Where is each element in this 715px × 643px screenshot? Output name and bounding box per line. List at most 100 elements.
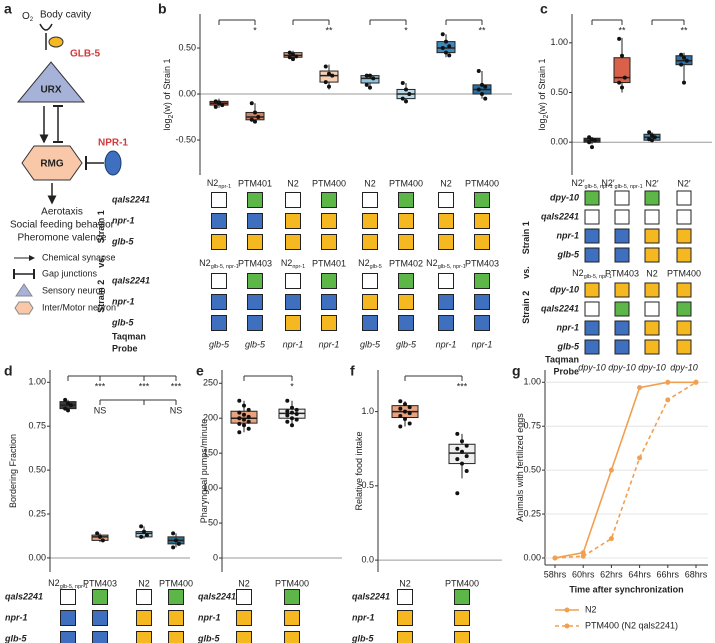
x-tick-label: N2′ (645, 178, 659, 188)
y-tick-label: 0.50 (550, 87, 568, 97)
data-point (620, 85, 624, 90)
series-point (693, 379, 699, 385)
data-point (404, 99, 408, 104)
data-point (617, 36, 622, 41)
genotype-cell (676, 190, 692, 206)
panel-label: a (4, 1, 12, 17)
gene-label: qals2241 (5, 591, 43, 601)
genotype-cell (584, 247, 600, 263)
genotype-cell (676, 228, 692, 244)
probe: dpy-10 (608, 362, 636, 372)
gene-label: glb-5 (111, 236, 134, 246)
genotype-cell (284, 610, 300, 626)
strain-side-part: Strain 1 (521, 221, 531, 254)
strain-label-sub: glb-5, npr-1 (584, 274, 612, 280)
receptor (39, 23, 53, 50)
genotype-cell (584, 282, 600, 298)
data-point (285, 419, 290, 424)
data-point (287, 50, 292, 55)
x-tick-label: PTM400 (312, 178, 346, 188)
genotype-cell (60, 610, 76, 626)
series-line (554, 381, 697, 559)
data-point (220, 103, 225, 108)
x-tick-label: N2′ (677, 178, 691, 188)
data-point (592, 138, 597, 143)
probe: glb-5 (396, 339, 417, 349)
genotype-cell (676, 320, 692, 336)
genotype-cell (211, 294, 227, 310)
probe: npr-1 (283, 339, 304, 349)
genotype-cell (454, 610, 470, 626)
data-point (464, 469, 469, 473)
y-tick-label: 0.50 (523, 465, 541, 475)
genotype-cell (247, 213, 263, 229)
data-point (590, 145, 594, 150)
x-tick-label: PTM400 (389, 178, 423, 188)
genotype-cell (398, 315, 414, 331)
gene-label: glb-5 (351, 633, 374, 643)
strain-label: PTM401 (312, 258, 346, 268)
genotype-cell (362, 234, 378, 250)
series-point (665, 397, 671, 403)
data-point (290, 423, 294, 428)
x-tick-label: N2npr-1 (207, 178, 231, 190)
data-point (364, 82, 369, 87)
genotype-cell (438, 234, 454, 250)
y-tick-label: 0.00 (178, 88, 196, 98)
y-tick-label: 250 (203, 378, 218, 388)
significance-label: * (404, 25, 408, 35)
data-point (253, 119, 257, 124)
data-point (404, 87, 408, 92)
genotype-cell (285, 273, 301, 289)
data-point (587, 135, 592, 140)
data-point (483, 96, 488, 101)
legend-text: Gap junctions (42, 268, 98, 278)
significance-label: * (290, 381, 294, 391)
genotype-cell (676, 282, 692, 298)
rmg-label: RMG (40, 159, 64, 170)
genotype-cell (211, 315, 227, 331)
gene-label: qals2241 (112, 194, 150, 204)
data-point (444, 50, 448, 55)
genotype-cell (168, 631, 184, 643)
gene-label: npr-1 (557, 230, 580, 240)
probe-label: Taqman (112, 331, 146, 341)
data-point (368, 85, 372, 90)
data-point (66, 408, 70, 413)
genotype-cell (136, 589, 152, 605)
data-point (176, 541, 181, 546)
data-point (440, 32, 445, 37)
genotype-cell (438, 213, 454, 229)
genotype-cell (474, 294, 490, 310)
data-point (66, 401, 70, 406)
y-axis-label: log2(w) of Strain 1 (162, 59, 175, 131)
data-point (294, 407, 299, 412)
x-tick-label-sub: npr-1 (218, 184, 231, 190)
genotype-cell (397, 610, 413, 626)
genotype-cell (676, 301, 692, 317)
strain-label-main: N2 (426, 258, 438, 268)
legend-text: Sensory neuron (42, 285, 106, 295)
output-text: Pheromone valence (18, 233, 107, 244)
strain-label-main: N2 (199, 258, 211, 268)
legend-text: Chemical synapse (42, 252, 116, 262)
urx-label: URX (40, 85, 61, 96)
strain-label: PTM403 (238, 258, 272, 268)
genotype-cell (247, 273, 263, 289)
y-tick-label: 0.00 (28, 552, 46, 562)
x-tick-label: N2′glb-5, npr-1 (601, 178, 642, 190)
data-point (476, 69, 481, 74)
genotype-cell (398, 192, 414, 208)
data-point (213, 104, 218, 109)
y-tick-label: 0 (213, 552, 218, 562)
data-point (617, 80, 622, 85)
series-point (580, 553, 586, 559)
data-point (455, 457, 460, 462)
x-tick-label: PTM400 (159, 578, 193, 588)
genotype-cell (397, 631, 413, 643)
y-axis-label: Relative food intake (354, 431, 364, 510)
genotype-cell (644, 247, 660, 263)
significance-label: *** (95, 381, 106, 391)
genotype-cell (584, 209, 600, 225)
